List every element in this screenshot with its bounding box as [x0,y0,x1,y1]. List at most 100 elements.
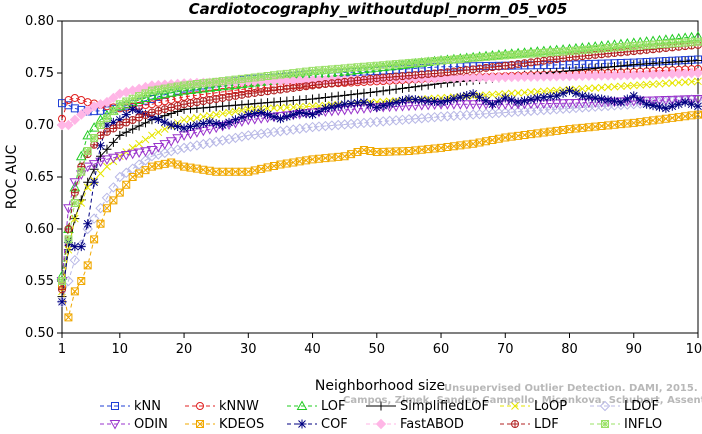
data-point-cof [160,117,170,127]
data-point-kdeos [629,118,638,127]
data-point-simplifiedlof [250,99,260,109]
data-point-kdeos [526,130,535,139]
data-point-kdeos [507,132,516,141]
data-point-cof [243,110,253,120]
data-point-ldf [186,99,195,108]
data-point-odin [467,100,479,110]
series-line-ldof [61,98,699,302]
data-point-ldf [199,97,208,106]
data-point-simplifiedlof [404,83,414,93]
data-point-kdeos [77,277,86,285]
data-point-ldf [257,88,266,97]
x-tick-label: 30 [240,342,257,357]
data-point-lof [153,89,164,99]
data-point-kdeos [96,219,105,228]
data-point-inflo [571,46,580,55]
data-point-lof [223,80,235,90]
data-point-cof [674,99,684,109]
data-point-loop [263,104,272,113]
data-point-lof [377,61,389,72]
data-point-cof [622,94,632,104]
y-tick-label: 0.50 [25,326,54,341]
data-point-kdeos [302,156,311,165]
data-point-odin [673,95,685,106]
data-point-inflo [443,56,452,64]
data-point-cof [250,109,260,119]
data-point-inflo [314,66,323,75]
data-point-cof [256,108,266,118]
data-point-kdeos [520,130,529,139]
data-point-ldf [225,92,234,101]
data-point-cof [173,122,183,132]
data-point-inflo [58,277,66,285]
data-point-simplifiedlof [121,127,131,137]
data-point-kdeos [417,145,426,154]
data-point-odin [647,96,659,106]
data-point-lof [82,129,94,140]
data-point-kdeos [578,123,587,132]
legend-label: LOF [321,399,346,414]
data-point-kdeos [469,139,478,148]
data-point-loop [212,110,221,119]
data-point-ldf [58,285,67,294]
legend-item-lof: LOF [287,399,346,414]
data-point-inflo [199,79,208,88]
data-point-inflo [340,64,349,73]
data-point-loop [539,87,548,96]
series-line-simplifiedlof [61,60,699,297]
legend-marker-knnw [196,402,204,410]
data-point-ldf [180,100,189,109]
x-tick-label: 80 [561,342,578,357]
data-point-inflo [205,78,214,87]
data-point-kdeos [340,152,349,161]
x-tick-label: 70 [497,342,514,357]
legend-label: LDF [534,417,559,432]
data-point-ldf [443,68,452,77]
data-point-loop [494,90,503,99]
data-point-kdeos [128,173,137,181]
data-point-cof [526,94,536,104]
credit-line-2: Campos, Zimek, Sander, Campello, Micenko… [343,395,702,406]
data-point-ldf [469,65,478,74]
data-point-cof [282,112,292,122]
data-point-cof [134,107,144,117]
y-tick-label: 0.65 [25,170,54,185]
series-line-cof [61,90,699,302]
data-point-ldf [237,90,246,99]
data-point-ldof [146,150,158,162]
data-point-ldf [295,83,304,92]
data-point-kdeos [687,111,696,120]
data-point-loop [649,80,657,89]
legend-item-simplifiedlof: SimplifiedLOF [366,399,489,414]
data-point-ldf [539,56,548,65]
data-point-ldf [462,66,471,75]
data-point-lof [191,83,203,94]
data-point-simplifiedlof [275,97,285,107]
data-point-ldf [270,86,279,95]
data-point-odin [641,96,652,107]
data-point-cof [565,86,575,96]
data-point-cof [552,91,562,101]
data-point-loop [295,103,304,111]
series-kdeos [58,110,702,322]
data-point-cof [680,97,690,107]
legend-marker-ldf [511,420,520,428]
data-point-ldof [198,138,209,150]
data-point-cof [295,108,305,118]
x-tick-label: 40 [304,342,321,357]
y-tick-label: 0.80 [25,14,54,29]
data-point-inflo [225,76,234,85]
data-point-cof [76,242,86,252]
data-point-lof [397,59,408,69]
data-point-inflo [64,235,73,244]
data-point-odin [95,157,106,168]
data-point-ldf [321,80,330,89]
data-point-cof [115,115,125,125]
data-point-loop [160,125,169,134]
data-point-inflo [449,55,458,64]
chart-title: Cardiotocography_withoutdupl_norm_05_v05 [189,0,568,18]
data-point-loop [282,103,291,112]
data-point-kdeos [404,147,413,155]
data-point-loop [180,115,188,124]
data-point-cof [128,104,138,114]
